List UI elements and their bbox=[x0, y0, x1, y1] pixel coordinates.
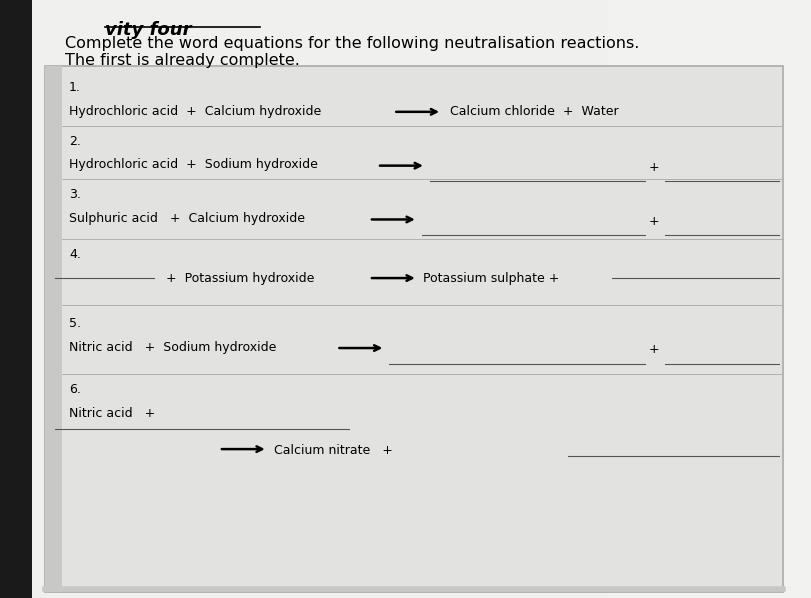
Text: 3.: 3. bbox=[69, 188, 81, 202]
Text: 6.: 6. bbox=[69, 383, 81, 396]
Text: Calcium nitrate   +: Calcium nitrate + bbox=[274, 444, 393, 457]
FancyBboxPatch shape bbox=[45, 66, 62, 592]
Text: +: + bbox=[649, 161, 659, 174]
Text: +: + bbox=[649, 215, 659, 228]
Text: Sulphuric acid   +  Calcium hydroxide: Sulphuric acid + Calcium hydroxide bbox=[69, 212, 305, 225]
FancyBboxPatch shape bbox=[608, 0, 811, 598]
FancyBboxPatch shape bbox=[45, 66, 783, 592]
Text: +  Potassium hydroxide: + Potassium hydroxide bbox=[158, 272, 315, 285]
Text: vity four: vity four bbox=[105, 21, 192, 39]
Text: Potassium sulphate +: Potassium sulphate + bbox=[423, 272, 560, 285]
Text: Nitric acid   +: Nitric acid + bbox=[69, 407, 155, 420]
Text: +: + bbox=[649, 343, 659, 356]
Text: 1.: 1. bbox=[69, 81, 81, 94]
Text: 2.: 2. bbox=[69, 135, 81, 148]
FancyBboxPatch shape bbox=[0, 0, 36, 598]
FancyBboxPatch shape bbox=[32, 0, 811, 598]
Text: 5.: 5. bbox=[69, 317, 81, 330]
Text: Complete the word equations for the following neutralisation reactions.: Complete the word equations for the foll… bbox=[65, 36, 639, 51]
Text: Hydrochloric acid  +  Sodium hydroxide: Hydrochloric acid + Sodium hydroxide bbox=[69, 158, 318, 172]
Text: Calcium chloride  +  Water: Calcium chloride + Water bbox=[450, 105, 619, 118]
Text: 4.: 4. bbox=[69, 248, 81, 261]
Text: Nitric acid   +  Sodium hydroxide: Nitric acid + Sodium hydroxide bbox=[69, 341, 277, 354]
Text: Hydrochloric acid  +  Calcium hydroxide: Hydrochloric acid + Calcium hydroxide bbox=[69, 105, 321, 118]
Text: The first is already complete.: The first is already complete. bbox=[65, 53, 300, 68]
